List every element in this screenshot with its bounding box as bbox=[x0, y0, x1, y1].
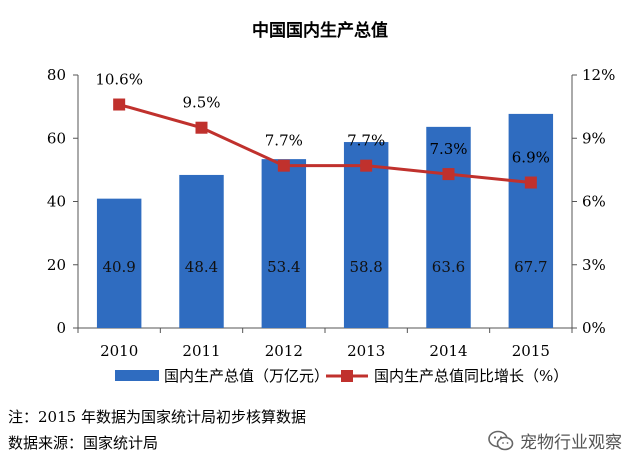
y-right-tick-label: 6% bbox=[582, 193, 606, 211]
x-tick-label: 2011 bbox=[182, 342, 220, 360]
growth-line bbox=[118, 103, 531, 185]
y-left-tick-label: 80 bbox=[47, 66, 66, 84]
bar-value-label: 58.8 bbox=[349, 258, 382, 276]
y-left-tick-label: 40 bbox=[47, 193, 66, 211]
bar bbox=[179, 174, 224, 328]
watermark: 宠物行业观察 bbox=[488, 428, 622, 453]
note-data-source: 数据来源：国家统计局 bbox=[8, 434, 159, 452]
x-tick-label: 2015 bbox=[512, 342, 550, 360]
bar bbox=[96, 198, 142, 328]
bar bbox=[261, 159, 307, 328]
x-tick-label: 2012 bbox=[265, 342, 303, 360]
legend-line-label: 国内生产总值同比增长（%） bbox=[374, 367, 568, 385]
growth-value-label: 6.9% bbox=[512, 149, 550, 167]
growth-value-label: 7.7% bbox=[265, 132, 303, 150]
growth-marker bbox=[195, 121, 208, 134]
growth-value-label: 7.7% bbox=[347, 132, 385, 150]
y-left-tick-label: 20 bbox=[47, 256, 66, 274]
bar-value-label: 63.6 bbox=[432, 258, 465, 276]
legend-line-marker bbox=[341, 370, 353, 382]
bar bbox=[426, 126, 471, 329]
x-tick-label: 2013 bbox=[347, 342, 385, 360]
note-preliminary-data: 注：2015 年数据为国家统计局初步核算数据 bbox=[8, 408, 306, 426]
growth-marker bbox=[360, 159, 373, 172]
bar-value-label: 48.4 bbox=[185, 258, 218, 276]
growth-value-label: 10.6% bbox=[95, 71, 143, 89]
y-right-tick-label: 0% bbox=[582, 319, 606, 337]
y-right-tick-label: 3% bbox=[582, 256, 606, 274]
y-left-tick-label: 60 bbox=[47, 129, 66, 147]
legend-bar-label: 国内生产总值（万亿元） bbox=[164, 367, 329, 385]
growth-value-label: 9.5% bbox=[182, 94, 220, 112]
x-tick-label: 2010 bbox=[100, 342, 138, 360]
legend-bar-swatch bbox=[115, 370, 159, 381]
bar-value-label: 53.4 bbox=[267, 258, 300, 276]
growth-marker bbox=[113, 98, 126, 111]
growth-marker bbox=[524, 176, 537, 189]
bar-value-label: 67.7 bbox=[514, 258, 547, 276]
chart-title: 中国国内生产总值 bbox=[252, 20, 388, 41]
growth-value-label: 7.3% bbox=[429, 140, 467, 158]
bar bbox=[343, 142, 389, 328]
y-right-tick-label: 9% bbox=[582, 129, 606, 147]
wechat-icon bbox=[488, 430, 514, 450]
bar bbox=[508, 113, 554, 329]
growth-marker bbox=[277, 159, 290, 172]
growth-marker bbox=[442, 168, 455, 181]
bar-value-label: 40.9 bbox=[102, 258, 135, 276]
watermark-text: 宠物行业观察 bbox=[520, 433, 622, 453]
y-right-tick-label: 12% bbox=[582, 66, 615, 84]
y-left-tick-label: 0 bbox=[56, 319, 66, 337]
chart: 中国国内生产总值 0 20 40 60 80 0% 3% 6% 9% 12% 40.9 2010 48.4… bbox=[47, 20, 615, 385]
x-tick-label: 2014 bbox=[429, 342, 467, 360]
